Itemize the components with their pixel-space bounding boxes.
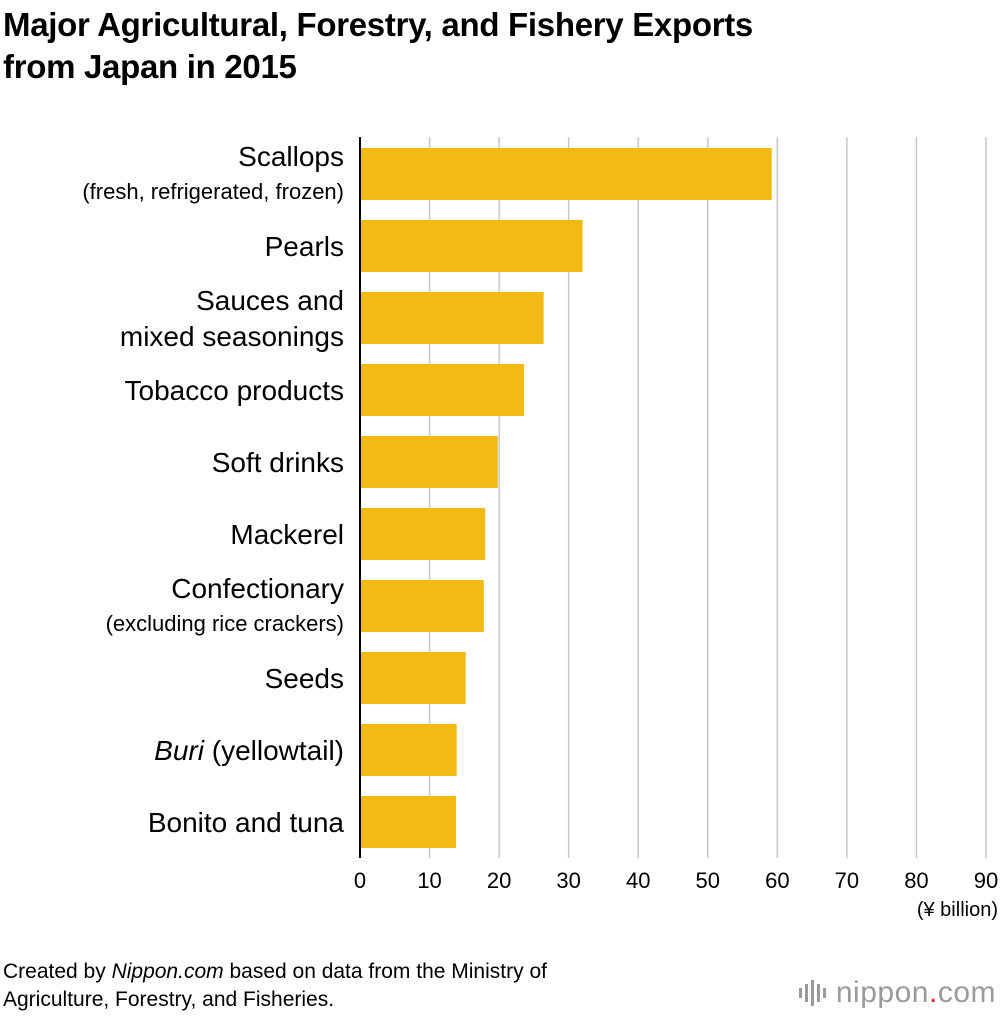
- x-tick-label-70: 70: [835, 868, 859, 893]
- title-line-1: Major Agricultural, Forestry, and Fisher…: [3, 6, 753, 43]
- bars: [360, 148, 772, 848]
- category-label-3: Tobacco products: [125, 375, 344, 406]
- grid-lines: [428, 137, 987, 858]
- source-name: Nippon.com: [111, 960, 224, 983]
- x-tick-label-20: 20: [487, 868, 511, 893]
- category-labels: Scallops (fresh, refrigerated, frozen) Pea…: [82, 141, 344, 838]
- category-label-7: Seeds: [265, 663, 344, 694]
- x-tick-labels: 0 10 20 30 40 50 60 70 80 90 (¥ billion): [354, 868, 998, 921]
- bar-7: [360, 652, 466, 704]
- bar-9: [360, 796, 456, 848]
- bar-4: [360, 436, 498, 488]
- source-note: Created by Nippon.com based on data from…: [3, 958, 547, 1014]
- category-label-6-line-1: (excluding rice crackers): [106, 611, 344, 636]
- category-label-2-line-1: mixed seasonings: [120, 321, 344, 352]
- category-label-2-line-0: Sauces and: [196, 285, 344, 316]
- category-label-9: Bonito and tuna: [148, 807, 345, 838]
- source-line-2: Agriculture, Forestry, and Fisheries.: [3, 988, 335, 1011]
- bar-0: [360, 148, 772, 200]
- x-tick-label-40: 40: [626, 868, 650, 893]
- category-label-0-line-0: Scallops: [238, 141, 344, 172]
- bar-8: [360, 724, 457, 776]
- x-tick-label-0: 0: [354, 868, 366, 893]
- bar-6: [360, 580, 484, 632]
- category-label-4: Soft drinks: [212, 447, 344, 478]
- source-line-1: Created by Nippon.com based on data from…: [3, 960, 547, 983]
- bar-1: [360, 220, 583, 272]
- x-tick-label-60: 60: [765, 868, 789, 893]
- category-label-1: Pearls: [265, 231, 344, 262]
- bar-chart: Scallops (fresh, refrigerated, frozen) Pea…: [82, 137, 998, 921]
- x-tick-label-80: 80: [904, 868, 928, 893]
- bar-3: [360, 364, 525, 416]
- logo-bars-icon: [798, 980, 826, 1006]
- nippon-logo: nippon. com: [798, 976, 996, 1010]
- title-line-2: from Japan in 2015: [3, 48, 297, 85]
- category-label-0-line-1: (fresh, refrigerated, frozen): [82, 179, 344, 204]
- bar-5: [360, 508, 486, 560]
- x-tick-label-90: 90: [974, 868, 998, 893]
- bar-2: [360, 292, 544, 344]
- x-tick-label-50: 50: [696, 868, 720, 893]
- x-tick-label-30: 30: [556, 868, 580, 893]
- category-label-italic: Buri: [154, 735, 205, 766]
- category-label-8: Buri (yellowtail): [154, 735, 344, 766]
- category-label-5: Mackerel: [230, 519, 344, 550]
- category-label-6-line-0: Confectionary: [171, 573, 344, 604]
- chart-title: Major Agricultural, Forestry, and Fisher…: [3, 4, 993, 88]
- x-tick-label-10: 10: [417, 868, 441, 893]
- x-axis-unit-label: (¥ billion): [917, 899, 998, 921]
